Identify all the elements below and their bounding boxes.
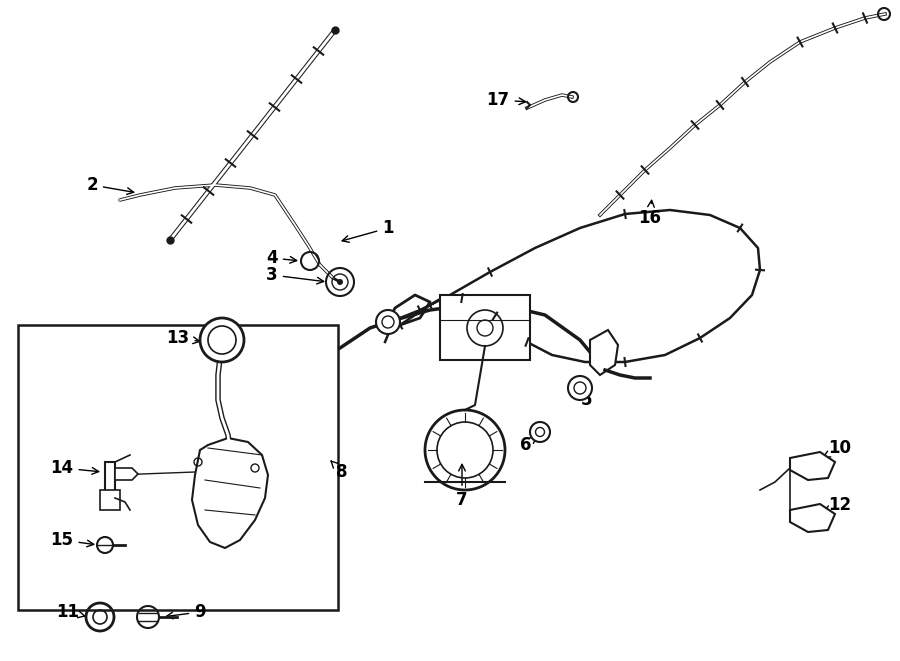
Polygon shape bbox=[115, 468, 138, 480]
Circle shape bbox=[425, 410, 505, 490]
Circle shape bbox=[200, 318, 244, 362]
Polygon shape bbox=[590, 330, 618, 375]
Circle shape bbox=[376, 310, 400, 334]
Text: 3: 3 bbox=[266, 266, 324, 284]
Bar bbox=[18, 325, 338, 610]
Text: 16: 16 bbox=[638, 200, 662, 227]
Polygon shape bbox=[192, 438, 268, 548]
Circle shape bbox=[568, 376, 592, 400]
Text: 6: 6 bbox=[520, 436, 537, 454]
Circle shape bbox=[337, 279, 343, 285]
Text: 12: 12 bbox=[823, 496, 851, 514]
Text: 8: 8 bbox=[331, 461, 347, 481]
Text: 15: 15 bbox=[50, 531, 94, 549]
Text: 13: 13 bbox=[166, 329, 200, 347]
Bar bbox=[440, 295, 530, 360]
Text: 14: 14 bbox=[50, 459, 99, 477]
Text: 10: 10 bbox=[823, 439, 851, 457]
Text: 7: 7 bbox=[456, 464, 468, 509]
Polygon shape bbox=[790, 504, 835, 532]
Polygon shape bbox=[105, 462, 115, 492]
Text: 5: 5 bbox=[580, 382, 592, 409]
Text: 1: 1 bbox=[342, 219, 394, 242]
Text: 11: 11 bbox=[57, 603, 86, 621]
Polygon shape bbox=[100, 490, 120, 510]
Text: 4: 4 bbox=[266, 249, 297, 267]
Text: 2: 2 bbox=[86, 176, 134, 194]
Circle shape bbox=[530, 422, 550, 442]
Text: 9: 9 bbox=[166, 603, 206, 621]
Polygon shape bbox=[790, 452, 835, 480]
Text: 17: 17 bbox=[486, 91, 526, 109]
